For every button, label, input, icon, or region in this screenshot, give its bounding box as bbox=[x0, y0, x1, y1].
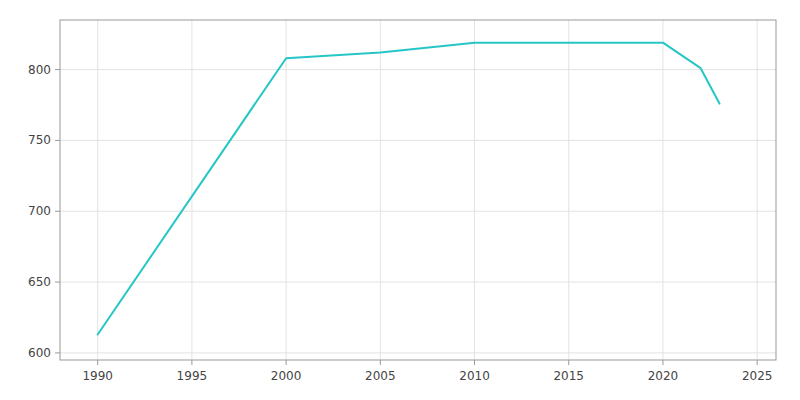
grid-line-y bbox=[60, 211, 776, 212]
y-tick-label: 750 bbox=[28, 133, 51, 147]
grid-line-y bbox=[60, 282, 776, 283]
grid-line-y bbox=[60, 352, 776, 353]
grid-line-x bbox=[380, 20, 381, 360]
x-tick bbox=[474, 360, 475, 365]
x-tick bbox=[97, 360, 98, 365]
y-tick bbox=[55, 140, 60, 141]
grid-line-x bbox=[662, 20, 663, 360]
x-tick bbox=[568, 360, 569, 365]
grid-line-x bbox=[474, 20, 475, 360]
y-tick-label: 700 bbox=[28, 204, 51, 218]
x-tick bbox=[191, 360, 192, 365]
chart-container: 1990 1995 2000 2005 2010 2015 2020 2025 600 650 70… bbox=[0, 0, 800, 400]
x-tick bbox=[662, 360, 663, 365]
grid-line-x bbox=[191, 20, 192, 360]
y-tick bbox=[55, 352, 60, 353]
x-tick-label: 2020 bbox=[648, 369, 679, 383]
chart-svg: 1990 1995 2000 2005 2010 2015 2020 2025 600 650 70… bbox=[0, 0, 800, 400]
y-tick-label: 650 bbox=[28, 275, 51, 289]
x-tick-label: 2005 bbox=[365, 369, 396, 383]
x-tick bbox=[380, 360, 381, 365]
data-layer bbox=[98, 43, 720, 335]
y-tick bbox=[55, 69, 60, 70]
grid-line-y bbox=[60, 69, 776, 70]
grid-line-x bbox=[286, 20, 287, 360]
x-tick-label: 2025 bbox=[742, 369, 773, 383]
grid bbox=[60, 20, 776, 360]
grid-line-x bbox=[97, 20, 98, 360]
plot-frame bbox=[60, 20, 776, 360]
grid-line-y bbox=[60, 140, 776, 141]
y-tick bbox=[55, 211, 60, 212]
line bbox=[98, 43, 720, 335]
x-tick-label: 2010 bbox=[459, 369, 490, 383]
y-tick-label: 600 bbox=[28, 346, 51, 360]
axes: 1990 1995 2000 2005 2010 2015 2020 2025 600 650 70… bbox=[28, 63, 772, 383]
x-tick-label: 2000 bbox=[271, 369, 302, 383]
x-tick bbox=[286, 360, 287, 365]
grid-line-x bbox=[757, 20, 758, 360]
x-tick-label: 2015 bbox=[553, 369, 584, 383]
y-tick bbox=[55, 282, 60, 283]
x-tick-label: 1995 bbox=[177, 369, 208, 383]
x-tick bbox=[757, 360, 758, 365]
grid-line-x bbox=[568, 20, 569, 360]
y-tick-label: 800 bbox=[28, 63, 51, 77]
x-tick-label: 1990 bbox=[82, 369, 113, 383]
